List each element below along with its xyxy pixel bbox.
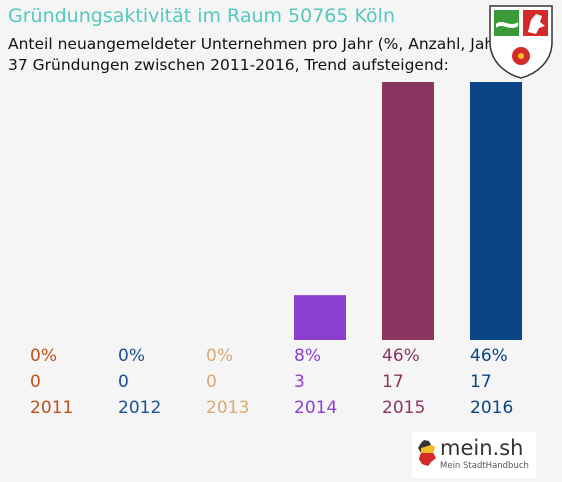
- percent-label-2014: 8%: [294, 346, 321, 366]
- bar-2016: [470, 82, 522, 340]
- count-label-2013: 0: [206, 372, 217, 392]
- count-label-2012: 0: [118, 372, 129, 392]
- year-label-2011: 2011: [30, 398, 74, 418]
- percent-label-2016: 46%: [470, 346, 508, 366]
- count-label-2011: 0: [30, 372, 41, 392]
- count-label-2015: 17: [382, 372, 404, 392]
- chart-title: Gründungsaktivität im Raum 50765 Köln: [8, 5, 395, 27]
- count-label-2014: 3: [294, 372, 305, 392]
- bar-2015: [382, 82, 434, 340]
- germany-map-icon: [418, 440, 436, 466]
- brand-tagline: Mein StadtHandbuch: [440, 461, 529, 471]
- chart-summary: 37 Gründungen zwischen 2011-2016, Trend …: [8, 56, 449, 74]
- year-label-2016: 2016: [470, 398, 514, 418]
- percent-label-2015: 46%: [382, 346, 420, 366]
- year-label-2014: 2014: [294, 398, 338, 418]
- brand-name: mein.sh: [440, 436, 524, 460]
- bar-2014: [294, 295, 346, 340]
- year-label-2012: 2012: [118, 398, 162, 418]
- brand-logo: mein.sh Mein StadtHandbuch: [412, 432, 536, 478]
- chart-subtitle: Anteil neuangemeldeter Unternehmen pro J…: [8, 35, 507, 53]
- nrw-coat-of-arms-icon: [489, 5, 553, 79]
- year-label-2013: 2013: [206, 398, 250, 418]
- percent-label-2011: 0%: [30, 346, 57, 366]
- percent-label-2012: 0%: [118, 346, 145, 366]
- percent-label-2013: 0%: [206, 346, 233, 366]
- year-label-2015: 2015: [382, 398, 426, 418]
- count-label-2016: 17: [470, 372, 492, 392]
